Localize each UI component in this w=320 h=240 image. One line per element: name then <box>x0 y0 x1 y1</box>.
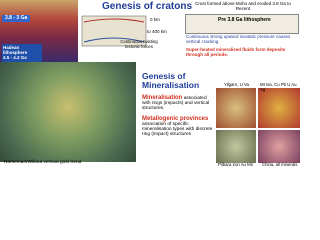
crust-note: Crust formed above Moho and eroded 3.8 G… <box>195 1 291 11</box>
map-image <box>0 62 136 162</box>
crust-curve <box>83 18 145 23</box>
hadean-box: Hadean lithosphere 4.5 - 4.3 Ga <box>2 44 42 62</box>
hadean-age: 4.5 - 4.3 Ga <box>3 55 27 60</box>
lithosphere-diagram <box>81 15 147 47</box>
china-image <box>258 130 300 163</box>
map-caption: Norseman/Wiluna vertical gold trend <box>4 160 82 165</box>
base-curve <box>83 37 145 43</box>
point1-body: associated with rings (impacts) and vert… <box>142 96 210 112</box>
point1: Mineralisation associated with rings (im… <box>142 95 214 111</box>
twisting-note: Continuous twisting tectonic forces <box>120 39 158 49</box>
point2-body: association of specific mineralisation t… <box>142 122 213 138</box>
mineralisation-title: Genesis of Mineralisation <box>142 71 200 90</box>
image-label: Yilgarn, U Va <box>224 82 249 87</box>
age-label: 3.8 - 3 Ga <box>2 15 31 23</box>
image-label: Mt Isa, Cu Pb U Au Ag <box>260 82 297 92</box>
image-label: China, all minerals <box>262 162 298 167</box>
mtisa-image <box>258 88 300 128</box>
pre-lithosphere: Pre 3.8 Ga lithosphere <box>218 17 271 23</box>
point2: Metallogenic provinces association of sp… <box>142 116 214 137</box>
title: Genesis of cratons <box>102 1 193 12</box>
depth-top: 0 km <box>150 17 160 22</box>
pilbara-image <box>216 130 256 163</box>
depth-bottom: to 400 km <box>147 29 167 34</box>
pressure-note: Continuous strong upward isostatic press… <box>186 34 291 44</box>
yilgarn-image <box>216 88 256 128</box>
point2-head: Metallogenic provinces <box>142 116 209 122</box>
fluids-note: Super-heated mineralised fluids form dep… <box>186 47 286 57</box>
point1-head: Mineralisation <box>142 95 183 101</box>
hadean-label: Hadean lithosphere <box>3 45 28 55</box>
lithosphere-diagram-right <box>185 14 299 34</box>
image-label: Pilbara iron Au Mn <box>218 162 254 167</box>
slide: 3.8 - 3 Ga Hadean lithosphere 4.5 - 4.3 … <box>0 0 300 167</box>
